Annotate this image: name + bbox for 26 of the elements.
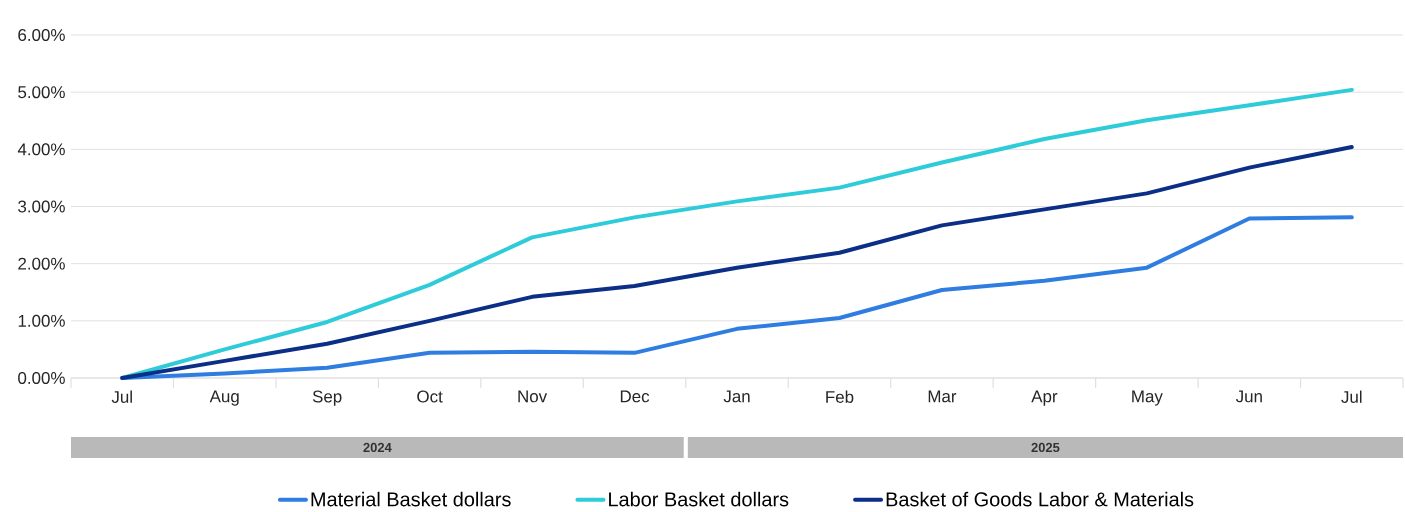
legend-label: Material Basket dollars	[311, 491, 511, 507]
y-tick-label: 5.00%	[18, 86, 65, 99]
x-tick-label: May	[1132, 390, 1163, 406]
x-tick-label: Aug	[209, 390, 239, 406]
y-tick-label: 3.00%	[18, 200, 65, 213]
x-tick-label: Nov	[518, 390, 548, 403]
x-tick-label: Dec	[620, 390, 650, 403]
line-series	[120, 145, 1354, 380]
x-tick-label: Sep	[312, 390, 342, 406]
x-tick-label: Feb	[826, 390, 854, 403]
x-tick-label: Mar	[928, 390, 957, 403]
x-tick-label: Oct	[417, 390, 443, 403]
x-tick-label: Jun	[1235, 390, 1262, 403]
y-tick-label: 1.00%	[18, 314, 65, 327]
text: 2025	[1031, 442, 1060, 453]
y-tick-label: 6.00%	[18, 29, 65, 41]
x-tick-label: Jul	[1341, 390, 1362, 403]
x-tick-label: Apr	[1031, 390, 1058, 406]
legend-label: Basket of Goods Labor & Materials	[886, 491, 1194, 507]
text: 2024	[363, 442, 392, 453]
x-tick-label: Jul	[111, 390, 132, 403]
y-tick-label: 0.00%	[18, 372, 65, 384]
x-tick-label: Jan	[723, 390, 750, 403]
y-tick-label: 2.00%	[18, 257, 65, 270]
y-tick-label: 4.00%	[17, 143, 65, 156]
legend-label: Labor Basket dollars	[609, 491, 789, 507]
